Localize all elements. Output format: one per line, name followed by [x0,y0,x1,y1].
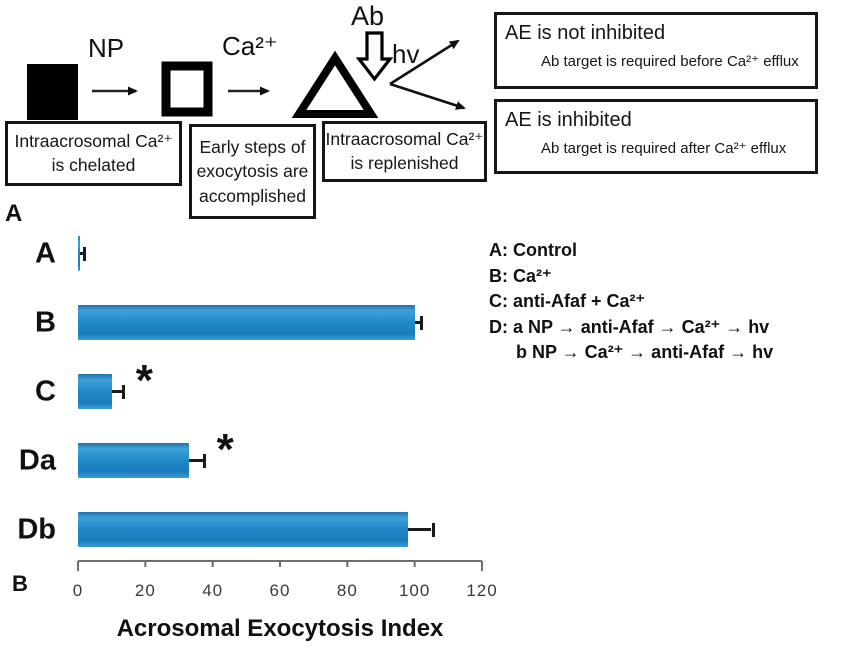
bar-category-label: B [35,306,56,338]
ab-label: Ab [351,1,385,31]
x-axis [77,560,483,571]
legend-item: b NP → Ca²⁺ → anti-Afaf → hv [516,342,774,362]
bar-row: C * [0,357,520,426]
bar-category-label: A [35,237,56,269]
error-bar [407,528,432,531]
bar [78,305,415,340]
error-bar [414,321,420,324]
pathway-diagram [27,31,466,120]
x-axis-line [77,560,483,571]
ae-not-inhibited-detail: Ab target is required before Ca²⁺ efflux [541,53,799,70]
triangle-shape [291,50,379,118]
bar-category-label: Db [17,513,56,545]
x-axis-title: Acrosomal Exocytosis Index [116,615,444,642]
hv-label: hv [392,39,420,69]
bar [78,236,80,271]
x-tick-label: 120 [466,581,498,600]
bar [78,512,408,547]
panel-b-label: B [12,571,28,596]
error-bar [111,390,122,393]
ae-inhibited-detail: Ab target is required after Ca²⁺ efflux [541,140,787,157]
fork-arrow-lower [389,82,466,110]
bar [78,443,190,478]
error-bar-cap [419,315,423,330]
x-tick-label: 100 [398,581,431,600]
np-label: NP [88,33,125,63]
x-tick-label: 80 [336,581,358,600]
bar-row: Db [0,495,520,564]
bar-category-label: Da [18,444,56,476]
bar-row: A [0,219,520,288]
error-bar [189,459,203,462]
filled-square-shape [27,64,78,120]
x-tick-label: 60 [269,581,291,600]
fork-arrow-upper [389,39,460,86]
legend-item: D: a NP → anti-Afaf → Ca²⁺ → hv [489,316,770,337]
bar [78,374,112,409]
legend-item: C: anti-Afaf + Ca²⁺ [489,291,646,311]
legend-item: A: Control [489,240,577,260]
ca-label: Ca²⁺ [222,31,278,61]
bar-chart: A B C * Da * Db [0,219,520,564]
chart-legend: A: Control B: Ca²⁺ C: anti-Afaf + Ca²⁺ D: a… [489,238,773,366]
legend-item: B: Ca²⁺ [489,265,552,286]
box-ae-inhibited: AE is inhibited Ab target is required af… [494,99,818,174]
ab-block-arrow [355,31,394,82]
ae-inhibited-title: AE is inhibited [505,109,632,131]
box-early-steps: Early steps of exocytosis are accomplish… [189,124,316,219]
box-ca-chelated: Intraacrosomal Ca²⁺ is chelated [5,121,182,186]
box-ca-replenished: Intraacrosomal Ca²⁺ is replenished [322,121,487,182]
bar-row: Da * [0,426,520,495]
bar-category-label: C [35,375,56,407]
error-bar-cap [83,246,87,261]
x-tick-label: 20 [134,581,156,600]
panel-a-label: A [5,200,23,227]
error-bar [79,252,84,255]
open-square-shape [161,61,213,117]
x-tick-label: 40 [202,581,224,600]
box-ae-not-inhibited: AE is not inhibited Ab target is require… [494,12,818,89]
error-bar-cap [121,384,125,399]
ae-not-inhibited-title: AE is not inhibited [505,22,666,44]
error-bar-cap [431,522,435,537]
x-tick-labels: 0 20 40 60 80 100 120 [0,581,540,601]
significance-asterisk: * [216,425,234,474]
error-bar-cap [202,453,206,468]
bar-row: B [0,288,520,357]
significance-asterisk: * [135,356,153,405]
x-tick-label: 0 [72,581,84,600]
